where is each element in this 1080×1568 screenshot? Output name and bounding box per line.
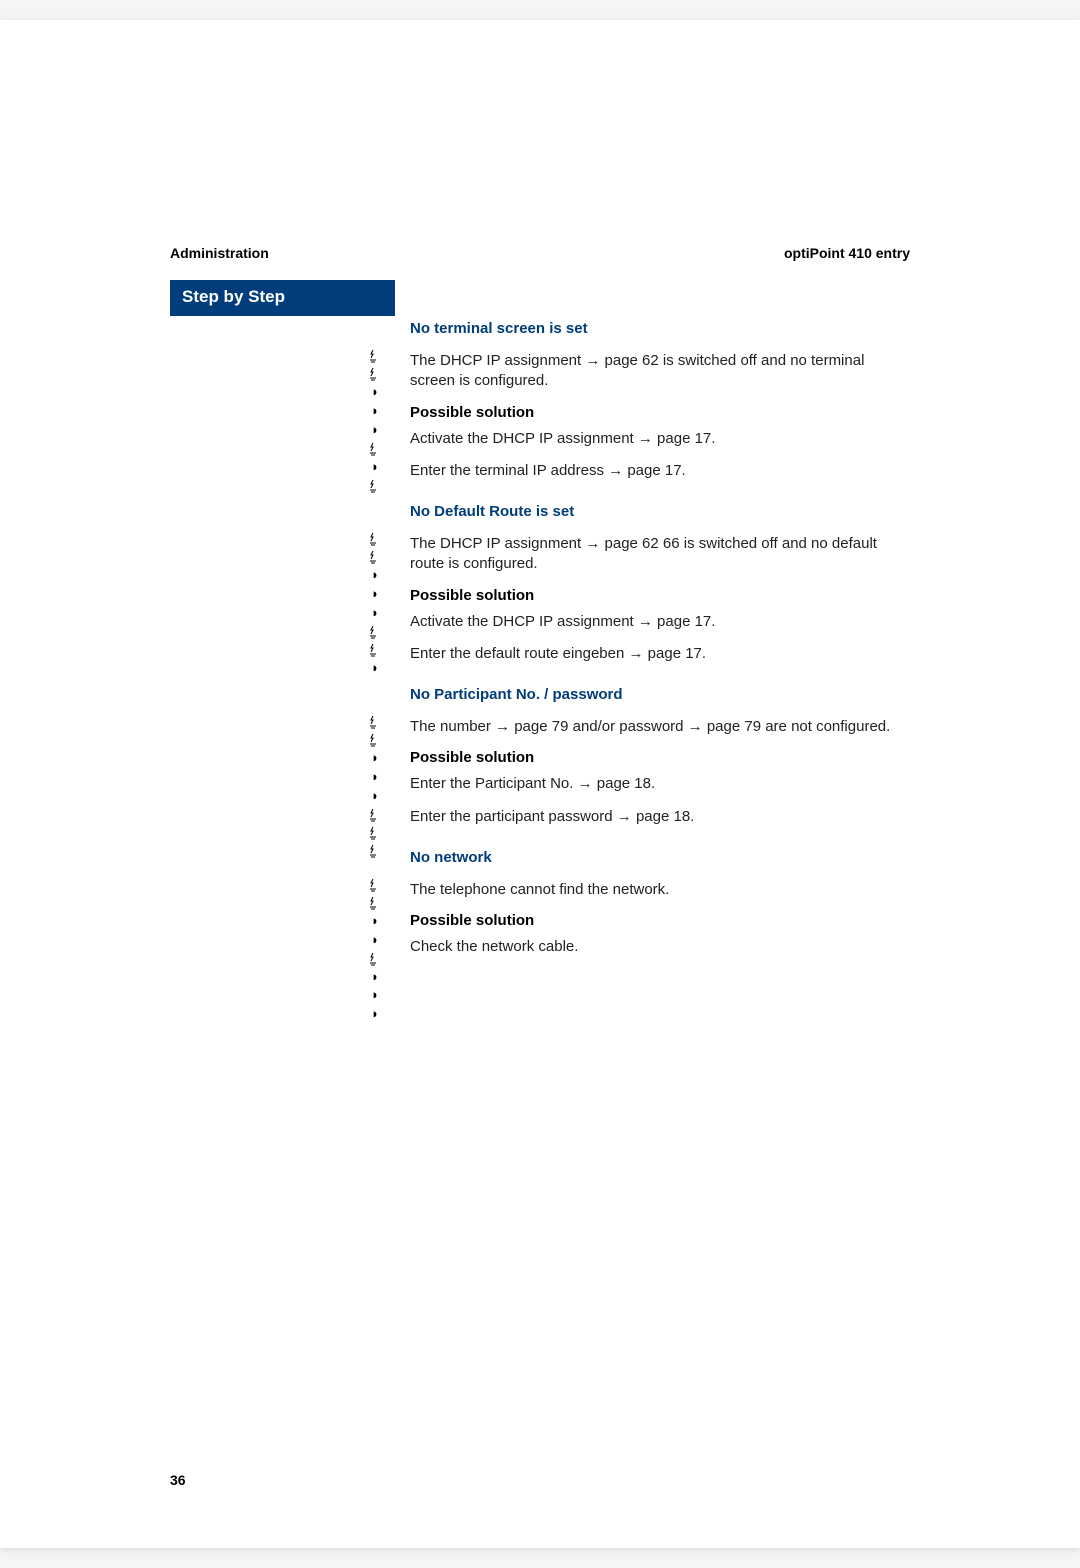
sidebar-title: Step by Step	[170, 280, 395, 314]
icon-column: ◗ ◗ ◗ ◗	[365, 348, 385, 496]
header-right: optiPoint 410 entry	[784, 245, 910, 261]
led-off-icon	[367, 951, 383, 967]
section-desc: The telephone cannot find the network.	[410, 880, 910, 900]
step-text: Enter the Participant No. → page 18.	[410, 774, 910, 794]
solution-label: Possible solution	[410, 749, 910, 766]
led-off-icon	[367, 825, 383, 841]
led-off-icon	[367, 877, 383, 893]
led-off-icon	[367, 478, 383, 494]
section-heading: No Default Route is set	[410, 503, 910, 520]
section-no-participant: ◗ ◗ ◗ No Participant No. / password The …	[410, 686, 910, 827]
section-desc: The DHCP IP assignment → page 62 is swit…	[410, 351, 910, 392]
led-off-icon	[367, 714, 383, 730]
dot-icon: ◗	[367, 605, 383, 622]
page-number: 36	[170, 1472, 186, 1488]
dot-icon: ◗	[367, 586, 383, 603]
solution-label: Possible solution	[410, 912, 910, 929]
header-left: Administration	[170, 245, 269, 261]
section-heading: No terminal screen is set	[410, 320, 910, 337]
page-header: Administration optiPoint 410 entry	[170, 245, 910, 261]
dot-icon: ◗	[367, 750, 383, 767]
dot-icon: ◗	[367, 660, 383, 677]
section-desc: The DHCP IP assignment → page 62 66 is s…	[410, 534, 910, 575]
dot-icon: ◗	[367, 567, 383, 584]
section-no-network: ◗ ◗ ◗ ◗ ◗ No network The telephone canno…	[410, 849, 910, 958]
icon-column: ◗ ◗ ◗ ◗	[365, 531, 385, 679]
step-text: Enter the default route eingeben → page …	[410, 644, 910, 664]
section-heading: No network	[410, 849, 910, 866]
dot-icon: ◗	[367, 932, 383, 949]
led-off-icon	[367, 348, 383, 364]
dot-icon: ◗	[367, 459, 383, 476]
led-off-icon	[367, 624, 383, 640]
dot-icon: ◗	[367, 1006, 383, 1023]
led-off-icon	[367, 549, 383, 565]
icon-column: ◗ ◗ ◗	[365, 714, 385, 861]
step-text: Check the network cable.	[410, 937, 910, 957]
icon-column: ◗ ◗ ◗ ◗ ◗	[365, 877, 385, 1025]
led-off-icon	[367, 531, 383, 547]
led-off-icon	[367, 843, 383, 859]
led-off-icon	[367, 807, 383, 823]
section-no-terminal: ◗ ◗ ◗ ◗ No terminal screen is set The DH…	[410, 320, 910, 481]
led-off-icon	[367, 732, 383, 748]
dot-icon: ◗	[367, 913, 383, 930]
main-content: ◗ ◗ ◗ ◗ No terminal screen is set The DH…	[410, 320, 910, 979]
step-text: Activate the DHCP IP assignment → page 1…	[410, 429, 910, 449]
solution-label: Possible solution	[410, 587, 910, 604]
led-off-icon	[367, 642, 383, 658]
step-text: Enter the terminal IP address → page 17.	[410, 461, 910, 481]
section-heading: No Participant No. / password	[410, 686, 910, 703]
section-no-default-route: ◗ ◗ ◗ ◗ No Default Route is set The DHCP…	[410, 503, 910, 664]
step-text: Enter the participant password → page 18…	[410, 807, 910, 827]
solution-label: Possible solution	[410, 404, 910, 421]
page: Administration optiPoint 410 entry Step …	[0, 20, 1080, 1548]
step-text: Activate the DHCP IP assignment → page 1…	[410, 612, 910, 632]
dot-icon: ◗	[367, 987, 383, 1004]
led-off-icon	[367, 441, 383, 457]
sidebar-rule	[170, 314, 395, 316]
led-off-icon	[367, 366, 383, 382]
sidebar: Step by Step	[170, 280, 395, 316]
dot-icon: ◗	[367, 384, 383, 401]
dot-icon: ◗	[367, 403, 383, 420]
dot-icon: ◗	[367, 969, 383, 986]
dot-icon: ◗	[367, 422, 383, 439]
section-desc: The number → page 79 and/or password → p…	[410, 717, 910, 737]
led-off-icon	[367, 895, 383, 911]
dot-icon: ◗	[367, 788, 383, 805]
dot-icon: ◗	[367, 769, 383, 786]
